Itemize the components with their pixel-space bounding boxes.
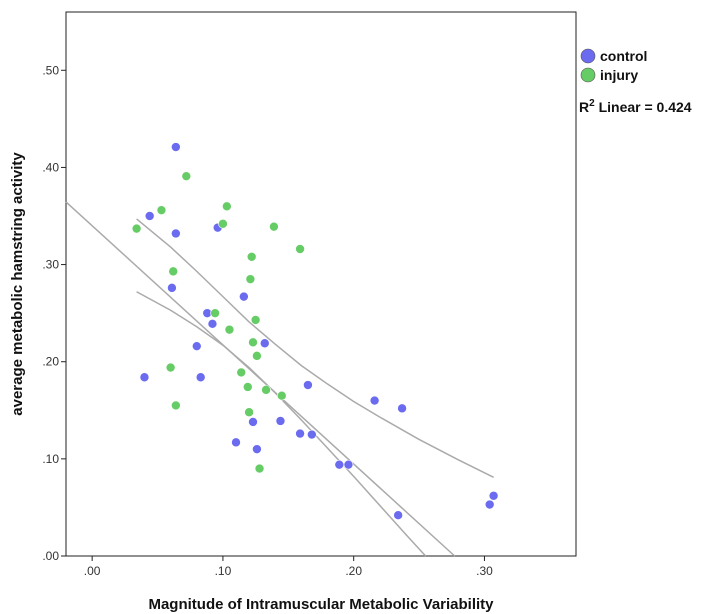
legend: control injury	[580, 48, 647, 83]
injury-point	[171, 400, 181, 411]
y-tick-label: .10	[42, 452, 59, 466]
injury-point	[242, 382, 253, 392]
legend-injury-label: injury	[600, 67, 638, 83]
control-point	[207, 319, 218, 329]
control-point	[167, 283, 177, 293]
control-point	[259, 338, 270, 349]
injury-point	[218, 218, 228, 229]
control-point	[369, 395, 380, 406]
control-point	[488, 490, 499, 501]
y-tick-label: .50	[42, 63, 59, 77]
y-tick-label: .40	[42, 160, 59, 174]
control-point	[343, 459, 354, 470]
y-tick-label: .00	[42, 549, 59, 563]
legend-control-swatch	[580, 48, 596, 64]
injury-point	[276, 390, 287, 401]
injury-point	[222, 201, 232, 212]
control-point	[303, 380, 313, 390]
y-axis: .00 .10 .20 .30 .40 .50	[42, 63, 66, 563]
control-point	[191, 341, 202, 351]
control-point	[248, 417, 258, 427]
legend-injury-swatch	[580, 67, 596, 83]
fit-annotation-sup: 2	[589, 98, 595, 109]
y-axis-title: average metabolic hamstring activity	[9, 152, 26, 416]
injury-point	[252, 351, 262, 361]
control-point	[239, 291, 249, 302]
control-point	[171, 142, 181, 152]
injury-point	[254, 463, 265, 474]
y-tick-label: .20	[42, 355, 59, 369]
control-point	[231, 437, 241, 448]
injury-point	[246, 251, 257, 262]
fit-annotation-suffix: Linear = 0.424	[595, 99, 692, 115]
x-tick-label: .10	[215, 564, 232, 578]
injury-point	[245, 274, 256, 284]
confidence-band-upper	[136, 218, 494, 478]
control-point	[397, 403, 407, 414]
control-point	[195, 372, 206, 383]
fit-lines	[65, 201, 494, 557]
injury-point	[131, 223, 142, 234]
injury-point	[168, 266, 179, 277]
fit-annotation-prefix: R	[579, 99, 589, 115]
fit-annotation: R2 Linear = 0.424	[579, 98, 692, 115]
injury-point	[181, 171, 192, 181]
x-axis: .00 .10 .20 .30	[84, 556, 493, 578]
x-tick-label: .00	[84, 564, 101, 578]
control-point	[334, 459, 345, 470]
injury-point	[261, 385, 271, 395]
control-point	[139, 372, 150, 383]
injury-point	[248, 337, 258, 348]
x-axis-title: Magnitude of Intramuscular Metabolic Var…	[148, 596, 494, 613]
injury-point	[244, 407, 254, 418]
control-point	[484, 499, 495, 510]
injury-point	[236, 367, 247, 378]
injury-point	[269, 221, 279, 232]
control-point	[144, 211, 155, 221]
data-points	[131, 142, 499, 521]
injury-point	[156, 205, 167, 215]
control-point	[275, 416, 286, 426]
control-point	[252, 444, 262, 454]
x-tick-label: .30	[476, 564, 493, 578]
injury-point	[165, 362, 176, 373]
confidence-band-lower	[136, 291, 427, 557]
injury-point	[250, 315, 261, 325]
y-tick-label: .30	[42, 258, 59, 272]
injury-point	[295, 244, 305, 254]
control-point	[171, 228, 181, 239]
legend-control-label: control	[600, 48, 647, 64]
control-point	[393, 510, 403, 521]
x-tick-label: .20	[345, 564, 362, 578]
injury-point	[224, 324, 235, 335]
plot-area	[65, 11, 577, 557]
injury-point	[210, 308, 220, 318]
control-point	[295, 428, 305, 439]
control-point	[307, 429, 317, 440]
